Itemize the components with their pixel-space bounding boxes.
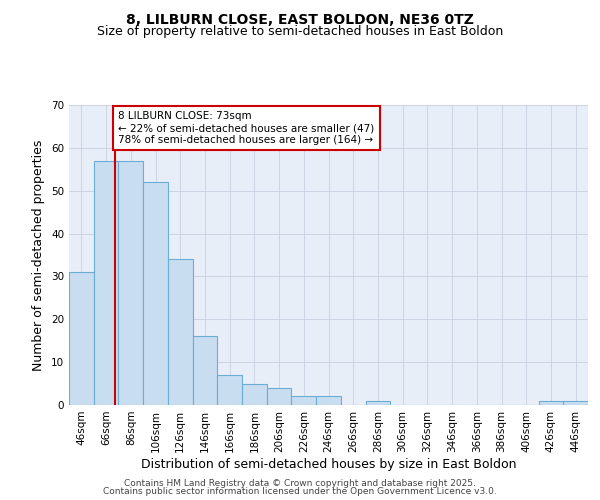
Bar [563,400,588,405]
Text: Contains HM Land Registry data © Crown copyright and database right 2025.: Contains HM Land Registry data © Crown c… [124,478,476,488]
Bar [193,336,217,405]
Y-axis label: Number of semi-detached properties: Number of semi-detached properties [32,140,46,370]
X-axis label: Distribution of semi-detached houses by size in East Boldon: Distribution of semi-detached houses by … [141,458,516,470]
Text: 8, LILBURN CLOSE, EAST BOLDON, NE36 0TZ: 8, LILBURN CLOSE, EAST BOLDON, NE36 0TZ [126,12,474,26]
Text: Contains public sector information licensed under the Open Government Licence v3: Contains public sector information licen… [103,487,497,496]
Bar [292,396,316,405]
Bar [94,160,118,405]
Bar [242,384,267,405]
Text: 8 LILBURN CLOSE: 73sqm
← 22% of semi-detached houses are smaller (47)
78% of sem: 8 LILBURN CLOSE: 73sqm ← 22% of semi-det… [118,112,374,144]
Bar [539,400,563,405]
Bar [143,182,168,405]
Bar [168,260,193,405]
Text: Size of property relative to semi-detached houses in East Boldon: Size of property relative to semi-detach… [97,25,503,38]
Bar [118,160,143,405]
Bar [267,388,292,405]
Bar [217,375,242,405]
Bar [316,396,341,405]
Bar [69,272,94,405]
Bar [365,400,390,405]
